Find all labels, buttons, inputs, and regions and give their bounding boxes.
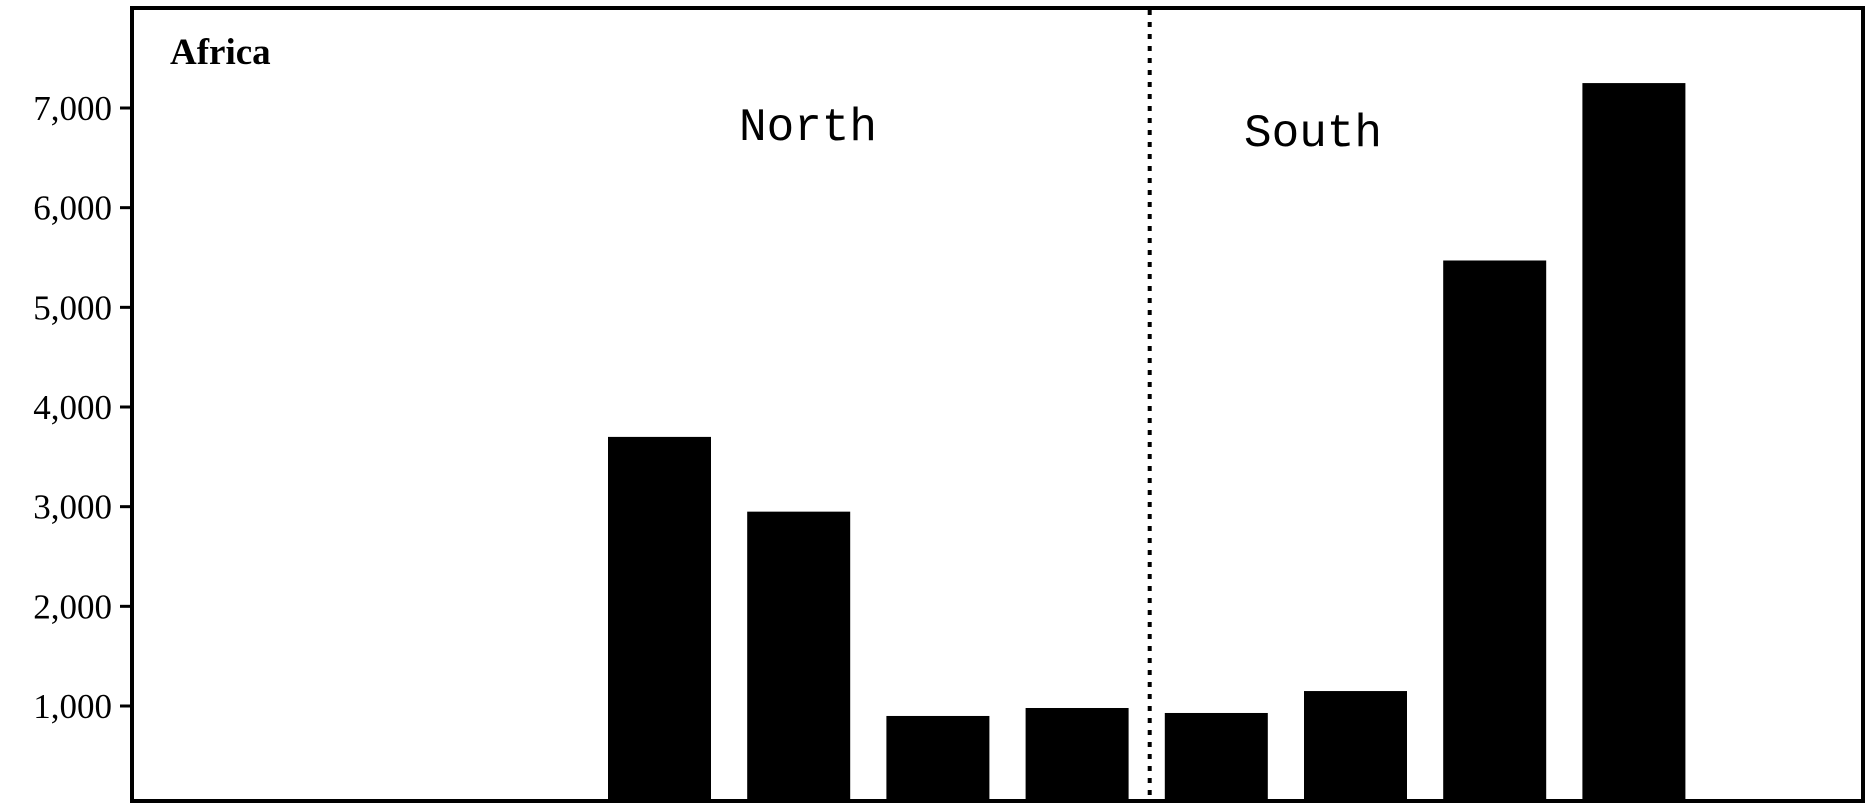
- bar: [1304, 691, 1407, 801]
- region-label-north: North: [739, 102, 877, 154]
- bar: [886, 715, 990, 801]
- plot-frame: [130, 6, 1865, 803]
- bars: [608, 83, 1686, 802]
- y-tick-label: 1,000: [33, 687, 112, 726]
- bar: [1582, 83, 1686, 802]
- y-tick-label: 2,000: [33, 587, 112, 626]
- bar: [1025, 707, 1129, 801]
- bar: [1164, 712, 1268, 801]
- y-axis: 1,000 2,000 3,000 4,000 5,000 6,000 7,000: [33, 89, 132, 726]
- bar: [1443, 260, 1547, 801]
- bar: [608, 436, 711, 801]
- bar: [747, 511, 851, 801]
- y-tick-label: 5,000: [33, 288, 112, 327]
- y-tick-label: 6,000: [33, 189, 112, 228]
- y-tick-label: 3,000: [33, 488, 112, 527]
- panel-title: Africa: [170, 32, 271, 73]
- y-tick-label: 7,000: [33, 89, 112, 128]
- y-tick-label: 4,000: [33, 388, 112, 427]
- region-label-south: South: [1244, 108, 1382, 160]
